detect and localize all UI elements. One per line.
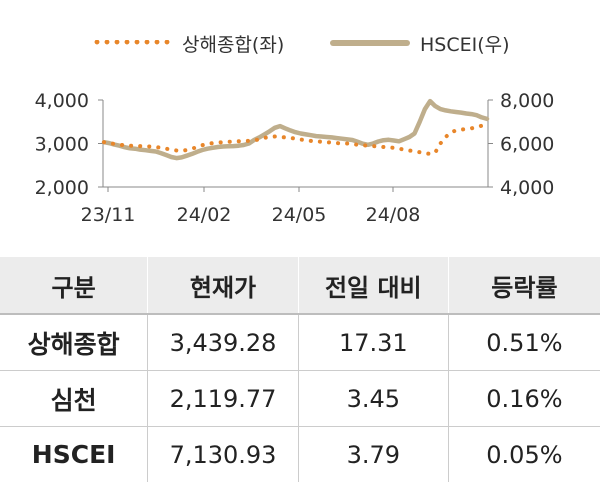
table-row: HSCEI 7,130.93 3.79 0.05% bbox=[0, 427, 600, 482]
x-tick-label: 24/02 bbox=[177, 204, 232, 226]
row-rate: 0.16% bbox=[448, 371, 600, 427]
header-rate: 등락률 bbox=[448, 257, 600, 314]
left-tick-label: 4,000 bbox=[35, 90, 89, 112]
line-chart: 4,000 3,000 2,000 8,000 6,000 4,000 23/11 24/02… bbox=[0, 0, 600, 250]
x-tick-label: 24/08 bbox=[366, 204, 421, 226]
right-tick-label: 6,000 bbox=[500, 134, 554, 156]
x-tick-label: 24/05 bbox=[272, 204, 327, 226]
table-row: 심천 2,119.77 3.45 0.16% bbox=[0, 371, 600, 427]
table-header-row: 구분 현재가 전일 대비 등락률 bbox=[0, 257, 600, 314]
table-row: 상해종합 3,439.28 17.31 0.51% bbox=[0, 314, 600, 371]
right-tick-label: 4,000 bbox=[500, 177, 554, 199]
row-price: 7,130.93 bbox=[148, 427, 299, 482]
row-rate: 0.05% bbox=[448, 427, 600, 482]
chart-series bbox=[104, 101, 487, 158]
row-change: 3.45 bbox=[298, 371, 448, 427]
row-change: 3.79 bbox=[298, 427, 448, 482]
row-price: 2,119.77 bbox=[148, 371, 299, 427]
row-rate: 0.51% bbox=[448, 314, 600, 371]
row-change: 17.31 bbox=[298, 314, 448, 371]
left-tick-label: 3,000 bbox=[35, 134, 89, 156]
left-tick-label: 2,000 bbox=[35, 177, 89, 199]
header-price: 현재가 bbox=[148, 257, 299, 314]
row-name: 심천 bbox=[0, 371, 148, 427]
index-table: 구분 현재가 전일 대비 등락률 상해종합 3,439.28 17.31 0.5… bbox=[0, 257, 600, 482]
chart-tick-labels: 4,000 3,000 2,000 8,000 6,000 4,000 23/11 24/02… bbox=[35, 90, 555, 226]
row-name: 상해종합 bbox=[0, 314, 148, 371]
series-line-hscei bbox=[104, 101, 487, 158]
header-category: 구분 bbox=[0, 257, 148, 314]
x-tick-label: 23/11 bbox=[81, 204, 136, 226]
row-name: HSCEI bbox=[0, 427, 148, 482]
series-line-shanghai bbox=[104, 124, 487, 153]
right-tick-label: 8,000 bbox=[500, 90, 554, 112]
header-change: 전일 대비 bbox=[298, 257, 448, 314]
row-price: 3,439.28 bbox=[148, 314, 299, 371]
